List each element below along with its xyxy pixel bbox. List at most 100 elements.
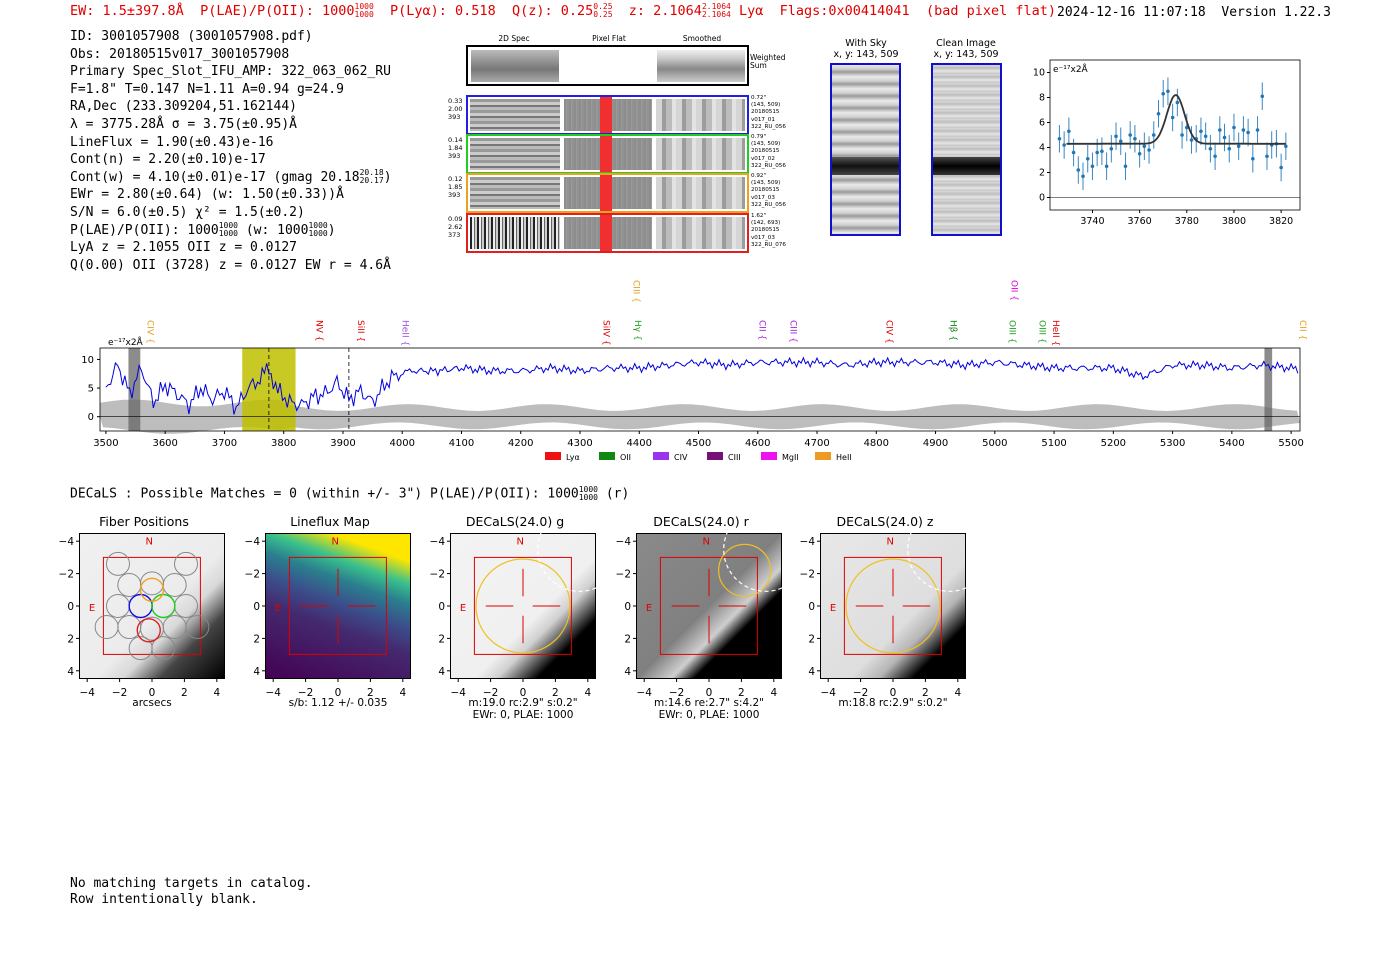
- strip-smoothed: [656, 99, 745, 131]
- compass-east: E: [460, 603, 466, 614]
- fit-data-point: [1203, 134, 1208, 139]
- info-contn: Cont(n) = 2.20(±0.10)e-17: [70, 152, 266, 168]
- col-pixel-flat-title: Pixel Flat: [592, 34, 626, 43]
- strip-stat: 0.33: [448, 97, 463, 105]
- fiber-circle: [105, 594, 130, 618]
- fit-data-point: [1095, 150, 1099, 155]
- decals-overlay: N E 4 −4 2 −2 0 0 −2 2 −4 4: [800, 533, 966, 699]
- decals-ytick-label: 2: [438, 633, 445, 645]
- info-plae: P(LAE)/P(OII): 10001000 1000 (w: 10001000…: [70, 222, 392, 240]
- header-plae: P(LAE)/P(OII): 1000: [200, 3, 355, 19]
- compass-east: E: [646, 603, 652, 614]
- header-z-lo: 2.1064: [701, 10, 731, 19]
- decals-ytick-label: 4: [253, 666, 260, 678]
- decals-xtick-label: −2: [112, 687, 127, 699]
- info-plae-w: (w: 1000: [245, 222, 309, 238]
- decals-xtick-label: 0: [335, 687, 342, 699]
- decals-ytick-label: −4: [616, 536, 632, 548]
- fit-data-point: [1071, 150, 1076, 155]
- spectrum-flux-line: [105, 356, 1299, 415]
- spectrum-xtick-label: 5200: [1101, 438, 1126, 449]
- strip-meta: v017_02: [751, 155, 775, 162]
- fit-data-point: [1189, 138, 1194, 142]
- exposure-strip-left-label: 0.12 1.85 393: [448, 175, 466, 199]
- fit-data-point: [1085, 156, 1090, 161]
- info-lambda: λ = 3775.28Å σ = 3.75(±0.95)Å: [70, 116, 297, 132]
- decals-caption-line1: arcsecs: [132, 697, 172, 709]
- exposure-strip-right-label: 0.72" (143, 509) 20180515 v017_01 322_RU_056: [751, 95, 786, 131]
- header-z-range: 2.1064 2.1064: [702, 3, 731, 19]
- compass-north: N: [517, 536, 524, 547]
- col-2d-spec-title: 2D Spec: [498, 34, 530, 43]
- decals-xtick-label: 2: [552, 687, 559, 699]
- emission-line-label: HeII {: [399, 320, 409, 346]
- decals-xtick-label: −4: [79, 687, 95, 699]
- info-contw-end: ): [383, 169, 392, 185]
- fit-data-point: [1175, 100, 1180, 105]
- info-contw-text: Cont(w) = 4.10(±0.01)e-17 (gmag 20.18: [70, 169, 360, 185]
- decals-xtick-label: −2: [298, 687, 313, 699]
- exposure-strip-right-label: 0.92" (143, 509) 20180515 v017_03 322_RU_056: [751, 173, 786, 209]
- fit-data-point: [1222, 135, 1227, 140]
- fit-data-point: [1114, 134, 1118, 139]
- decals-panel-title: Lineflux Map: [290, 514, 370, 529]
- aperture-box: [102, 556, 201, 655]
- decals-ytick-label: 0: [624, 601, 631, 613]
- decals-ytick-label: −2: [616, 569, 631, 581]
- exposure-strip-2: [466, 134, 749, 174]
- info-ewr: EWr = 2.80(±0.64) (w: 1.50(±0.33))Å: [70, 187, 344, 203]
- spectrum-xtick-label: 3900: [330, 438, 355, 449]
- strip-meta: 20180515: [751, 109, 780, 116]
- strip-stat: 1.85: [448, 183, 463, 191]
- fiber-circle: [162, 572, 187, 597]
- strip-bad-pixel-column: [600, 97, 612, 133]
- info-plae-range: 1000 1000: [219, 222, 238, 238]
- strip-meta: 20180515: [751, 148, 780, 155]
- exposure-strip-left-label: 0.09 2.62 373: [448, 215, 466, 239]
- decals-overlay: N E 4 −4 2 −2 0 0 −2 2 −4 4: [59, 536, 221, 699]
- spectrum-xtick-label: 5300: [1160, 438, 1185, 449]
- spectrum-xtick-label: 5000: [982, 438, 1007, 449]
- compass-north: N: [703, 536, 710, 547]
- fit-data-point: [1199, 129, 1203, 134]
- decals-xtick-label: −4: [265, 687, 281, 699]
- fit-data-point: [1090, 164, 1095, 169]
- compass-north: N: [332, 536, 339, 547]
- strip-smoothed: [656, 138, 745, 170]
- fit-data-point: [1151, 133, 1156, 137]
- strip-stat: 1.84: [448, 144, 463, 152]
- spectrum-ytick-label: 5: [88, 384, 94, 395]
- aperture-box: [473, 556, 572, 655]
- clean-image-xy: x, y: 143, 509: [933, 49, 999, 60]
- masked-region: [1264, 348, 1273, 431]
- strip-stat: 393: [448, 152, 461, 160]
- aperture-box: [659, 556, 758, 655]
- strip-smoothed: [656, 177, 745, 209]
- exposure-strip-right-label: 0.79" (143, 509) 20180515 v017_02 322_RU_056: [751, 134, 786, 170]
- spectrum-xtick-label: 4700: [804, 438, 829, 449]
- catalog-note-2: Row intentionally blank.: [70, 892, 258, 907]
- exposure-strip-left-label: 0.14 1.84 393: [448, 136, 466, 160]
- fit-ytick-label: 4: [1039, 143, 1045, 154]
- source-aperture-ellipse: [845, 558, 941, 654]
- fit-data-point: [1255, 128, 1260, 132]
- neighbor-ellipse: [907, 533, 966, 592]
- header-z-hi: 2.1064: [701, 2, 731, 11]
- decals-ytick-label: −4: [245, 536, 261, 548]
- fit-data-point: [1208, 146, 1213, 151]
- fiber-circle: [105, 551, 130, 576]
- decals-caption: m:19.0 rc:2.9" s:0.2" EWr: 0, PLAE: 1000: [420, 697, 626, 721]
- header-ew: EW: 1.5±397.8Å: [70, 3, 184, 19]
- decals-caption: s/b: 1.12 +/- 0.035: [235, 697, 441, 709]
- fit-data-point: [1227, 146, 1232, 151]
- legend-label: Lyα: [566, 453, 580, 462]
- fit-data-point: [1166, 89, 1170, 94]
- strip-meta: 322_RU_056: [751, 123, 786, 130]
- spectrum-xtick-label: 4000: [389, 438, 414, 449]
- decals-xtick-label: 0: [149, 687, 156, 699]
- fit-data-point: [1213, 154, 1217, 159]
- weighted-sum-strip: [466, 45, 749, 86]
- fit-xtick-label: 3780: [1175, 216, 1199, 227]
- fit-data-point: [1137, 151, 1142, 156]
- decals-xtick-label: 4: [584, 687, 591, 699]
